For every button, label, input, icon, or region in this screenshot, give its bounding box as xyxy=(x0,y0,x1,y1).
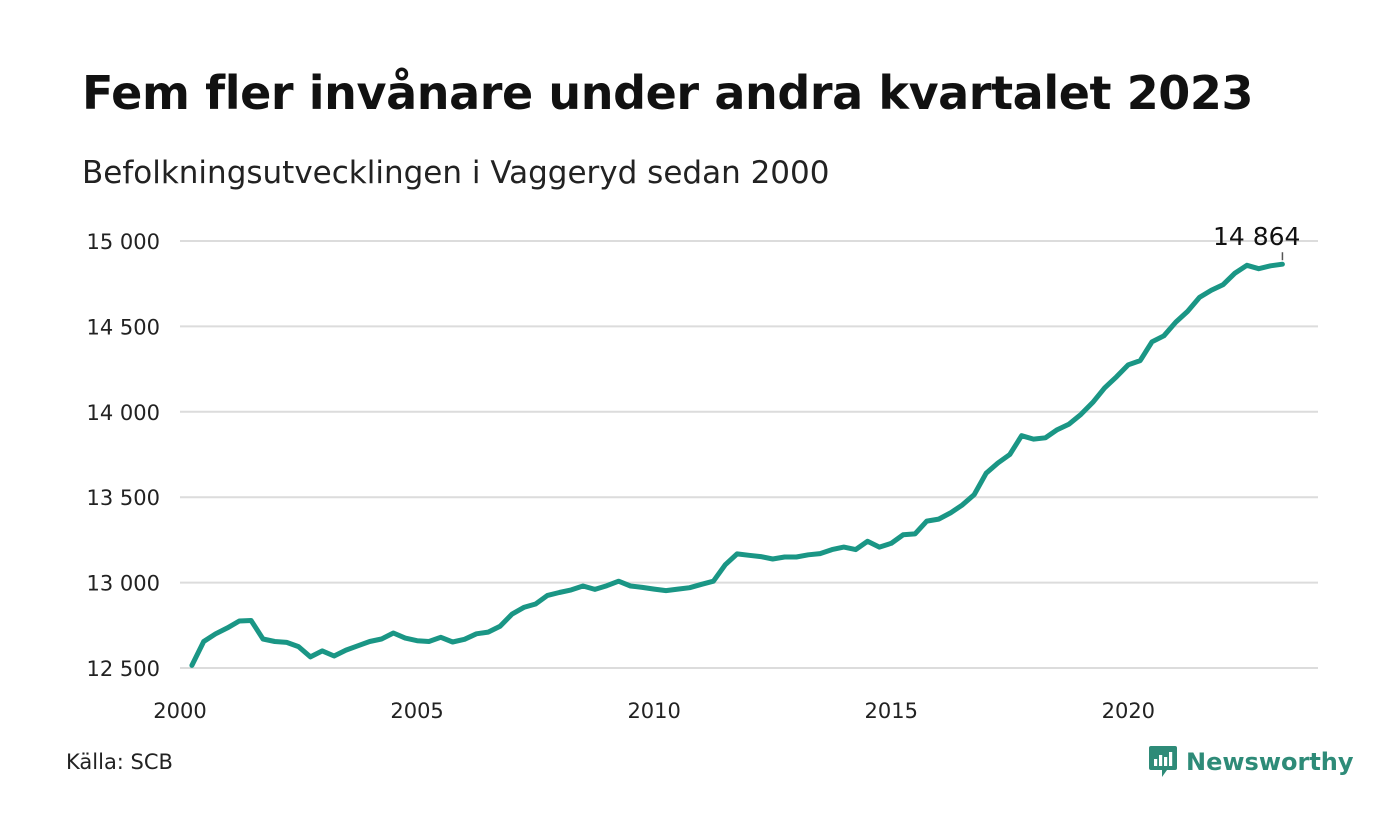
newsworthy-logo-icon xyxy=(1149,746,1177,777)
annotation-layer: 14 864 xyxy=(1213,222,1300,261)
x-tick-label: 2010 xyxy=(627,699,680,723)
y-axis-ticks: 12 500 13 000 13 500 14 000 14 500 15 000 xyxy=(87,230,160,681)
x-tick-label: 2020 xyxy=(1102,699,1155,723)
y-tick-label: 12 500 xyxy=(87,657,160,681)
x-tick-label: 2000 xyxy=(153,699,206,723)
brand-logo[interactable]: Newsworthy xyxy=(1148,744,1354,780)
chart-subtitle: Befolkningsutvecklingen i Vaggeryd sedan… xyxy=(82,155,830,191)
gridlines xyxy=(180,240,1318,669)
series-layer xyxy=(189,261,1285,668)
y-tick-label: 13 000 xyxy=(87,572,160,596)
x-axis-ticks: 2000 2005 2010 2015 2020 xyxy=(153,699,1155,723)
population-series-line xyxy=(189,261,1285,668)
chart-title: Fem fler invånare under andra kvartalet … xyxy=(82,66,1254,120)
brand-name: Newsworthy xyxy=(1186,748,1354,776)
x-tick-label: 2005 xyxy=(390,699,443,723)
source-note: Källa: SCB xyxy=(66,750,173,774)
line-chart: 12 500 13 000 13 500 14 000 14 500 15 000 200… xyxy=(87,222,1318,723)
y-tick-label: 14 500 xyxy=(87,315,160,339)
y-tick-label: 14 000 xyxy=(87,401,160,425)
end-value-label: 14 864 xyxy=(1213,222,1300,251)
y-tick-label: 15 000 xyxy=(87,230,160,254)
y-tick-label: 13 500 xyxy=(87,486,160,510)
x-tick-label: 2015 xyxy=(865,699,918,723)
